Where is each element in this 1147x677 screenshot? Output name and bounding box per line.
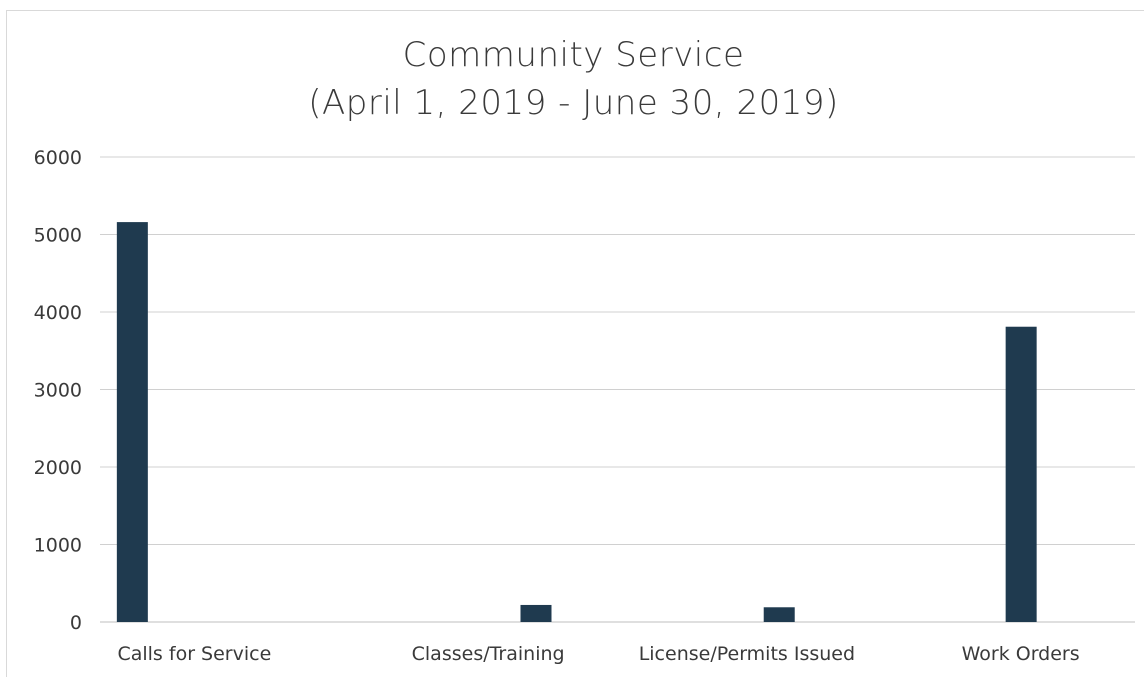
y-tick-label: 0 — [70, 612, 82, 634]
x-tick-label: Calls for Service — [117, 643, 271, 665]
chart-title: Community Service — [402, 35, 745, 75]
bar — [116, 222, 148, 622]
x-tick-label: Work Orders — [962, 643, 1080, 665]
chart-subtitle: (April 1, 2019 - June 30, 2019) — [308, 83, 839, 123]
x-tick-label: Classes/Training — [412, 643, 565, 665]
y-tick-label: 5000 — [34, 225, 82, 247]
bar — [763, 607, 795, 622]
chart-frame — [6, 10, 1144, 677]
bar — [520, 604, 552, 622]
y-tick-label: 3000 — [34, 380, 82, 402]
y-tick-label: 1000 — [34, 535, 82, 557]
x-tick-label: License/Permits Issued — [639, 643, 855, 665]
bar — [1005, 326, 1037, 622]
y-tick-label: 6000 — [34, 147, 82, 169]
y-tick-label: 4000 — [34, 302, 82, 324]
y-tick-label: 2000 — [34, 457, 82, 479]
